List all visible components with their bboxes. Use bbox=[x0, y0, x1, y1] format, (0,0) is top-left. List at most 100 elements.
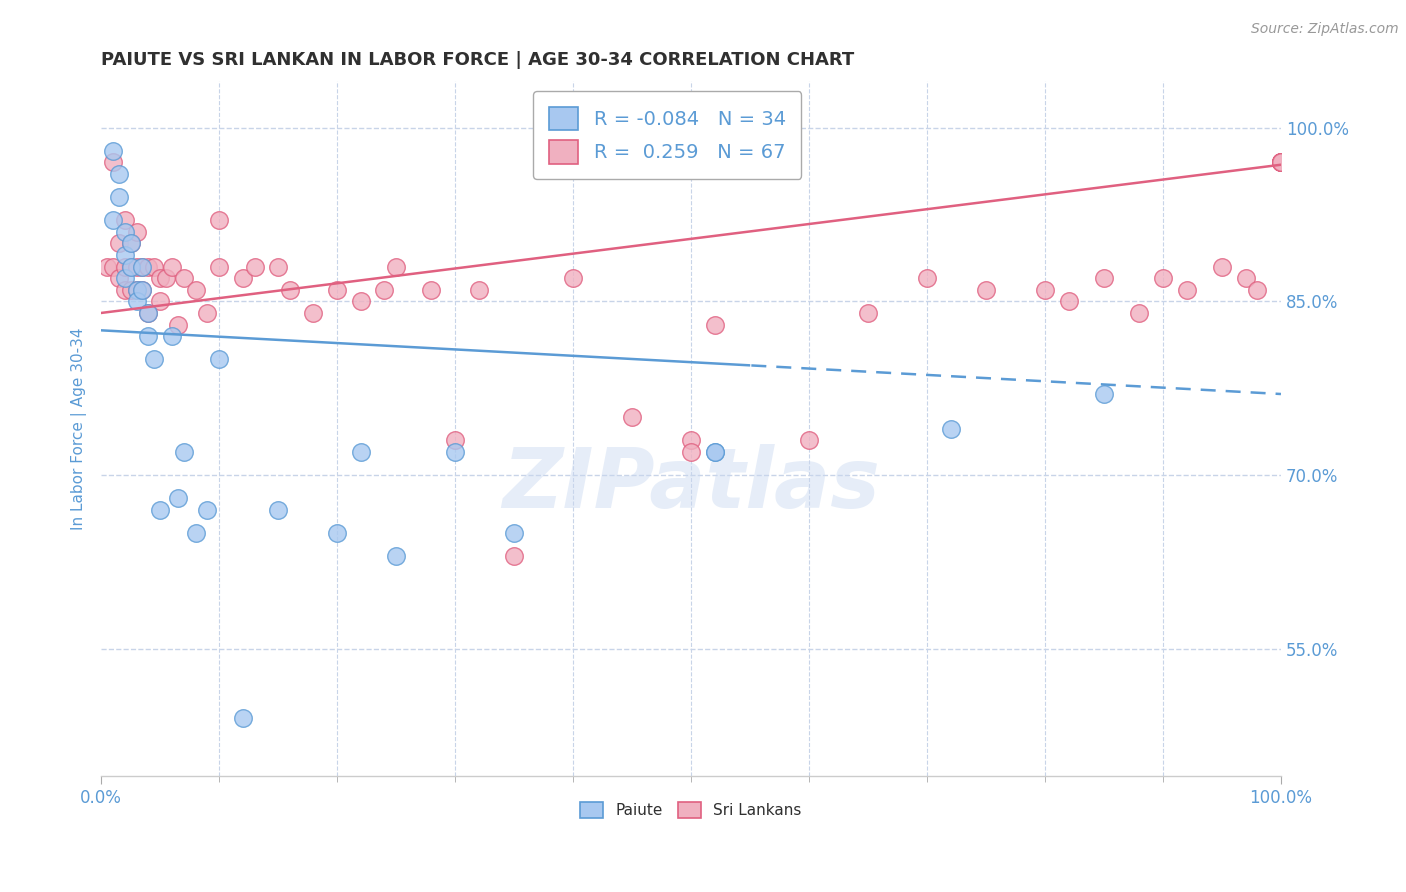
Point bbox=[232, 271, 254, 285]
Point bbox=[939, 422, 962, 436]
Text: Source: ZipAtlas.com: Source: ZipAtlas.com bbox=[1251, 22, 1399, 37]
Point bbox=[114, 213, 136, 227]
Point bbox=[108, 236, 131, 251]
Point bbox=[267, 260, 290, 274]
Point bbox=[373, 283, 395, 297]
Point bbox=[184, 283, 207, 297]
Point bbox=[166, 318, 188, 332]
Point bbox=[1092, 271, 1115, 285]
Point bbox=[1270, 155, 1292, 169]
Point bbox=[467, 283, 489, 297]
Point bbox=[101, 155, 124, 169]
Point bbox=[1092, 387, 1115, 401]
Point bbox=[101, 260, 124, 274]
Point bbox=[101, 144, 124, 158]
Point bbox=[1175, 283, 1198, 297]
Text: ZIPatlas: ZIPatlas bbox=[502, 444, 880, 524]
Point bbox=[621, 410, 644, 425]
Point bbox=[108, 167, 131, 181]
Legend: Paiute, Sri Lankans: Paiute, Sri Lankans bbox=[574, 796, 808, 824]
Point bbox=[136, 260, 159, 274]
Point bbox=[1270, 155, 1292, 169]
Point bbox=[679, 434, 702, 448]
Point bbox=[797, 434, 820, 448]
Point bbox=[267, 503, 290, 517]
Point bbox=[1234, 271, 1257, 285]
Point bbox=[114, 248, 136, 262]
Point bbox=[562, 271, 585, 285]
Point bbox=[208, 352, 231, 367]
Point bbox=[444, 434, 467, 448]
Point bbox=[278, 283, 301, 297]
Point bbox=[326, 283, 349, 297]
Point bbox=[385, 549, 408, 563]
Point bbox=[1270, 155, 1292, 169]
Point bbox=[149, 294, 172, 309]
Point bbox=[703, 445, 725, 459]
Point bbox=[131, 260, 153, 274]
Point bbox=[1033, 283, 1056, 297]
Point bbox=[173, 445, 195, 459]
Point bbox=[974, 283, 997, 297]
Point bbox=[1246, 283, 1268, 297]
Point bbox=[143, 352, 166, 367]
Point bbox=[120, 260, 142, 274]
Point bbox=[1128, 306, 1150, 320]
Point bbox=[195, 306, 218, 320]
Point bbox=[120, 260, 142, 274]
Point bbox=[114, 283, 136, 297]
Point bbox=[125, 225, 148, 239]
Point bbox=[232, 711, 254, 725]
Point bbox=[125, 283, 148, 297]
Point bbox=[184, 526, 207, 541]
Point bbox=[114, 260, 136, 274]
Point bbox=[136, 329, 159, 343]
Point bbox=[243, 260, 266, 274]
Point bbox=[915, 271, 938, 285]
Point bbox=[149, 271, 172, 285]
Point bbox=[503, 526, 526, 541]
Point bbox=[120, 236, 142, 251]
Point bbox=[703, 318, 725, 332]
Point bbox=[114, 271, 136, 285]
Point bbox=[131, 283, 153, 297]
Point bbox=[679, 445, 702, 459]
Point bbox=[125, 283, 148, 297]
Point bbox=[136, 306, 159, 320]
Point bbox=[160, 329, 183, 343]
Point bbox=[120, 283, 142, 297]
Point bbox=[326, 526, 349, 541]
Point bbox=[503, 549, 526, 563]
Point bbox=[1211, 260, 1233, 274]
Point bbox=[125, 260, 148, 274]
Point bbox=[155, 271, 177, 285]
Point bbox=[385, 260, 408, 274]
Point bbox=[1270, 155, 1292, 169]
Point bbox=[143, 260, 166, 274]
Point bbox=[350, 294, 373, 309]
Point bbox=[703, 445, 725, 459]
Point bbox=[208, 213, 231, 227]
Text: PAIUTE VS SRI LANKAN IN LABOR FORCE | AGE 30-34 CORRELATION CHART: PAIUTE VS SRI LANKAN IN LABOR FORCE | AG… bbox=[101, 51, 855, 69]
Point bbox=[350, 445, 373, 459]
Point bbox=[1270, 155, 1292, 169]
Point bbox=[101, 213, 124, 227]
Point bbox=[131, 260, 153, 274]
Point bbox=[173, 271, 195, 285]
Point bbox=[120, 236, 142, 251]
Point bbox=[208, 260, 231, 274]
Point bbox=[1270, 155, 1292, 169]
Point bbox=[125, 294, 148, 309]
Point bbox=[149, 503, 172, 517]
Point bbox=[108, 190, 131, 204]
Point bbox=[1152, 271, 1174, 285]
Y-axis label: In Labor Force | Age 30-34: In Labor Force | Age 30-34 bbox=[72, 327, 87, 530]
Point bbox=[420, 283, 443, 297]
Point bbox=[1057, 294, 1080, 309]
Point bbox=[136, 306, 159, 320]
Point bbox=[166, 491, 188, 506]
Point bbox=[195, 503, 218, 517]
Point bbox=[856, 306, 879, 320]
Point bbox=[160, 260, 183, 274]
Point bbox=[1270, 155, 1292, 169]
